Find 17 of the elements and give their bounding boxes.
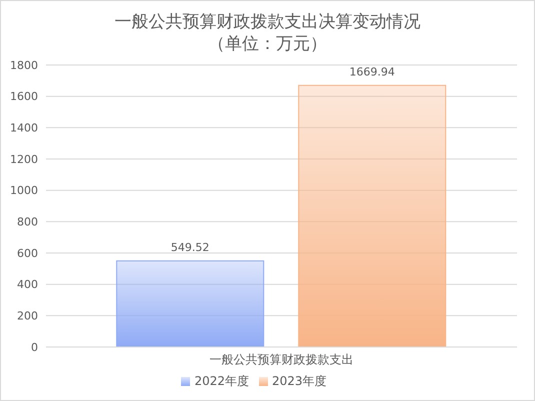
y-tick-label: 1000 bbox=[10, 184, 38, 198]
y-tick-label: 200 bbox=[17, 310, 38, 323]
y-tick-label: 1400 bbox=[10, 122, 38, 135]
legend-label: 2023年度 bbox=[272, 374, 327, 388]
y-tick-label: 0 bbox=[31, 340, 38, 354]
x-tick-label: 一般公共预算财政拨款支出 bbox=[210, 352, 354, 367]
data-label: 1669.94 bbox=[349, 65, 395, 78]
data-label: 549.52 bbox=[170, 240, 210, 254]
y-tick-label: 600 bbox=[17, 246, 38, 260]
chart-title: 一般公共预算财政拨款支出决算变动情况 bbox=[114, 11, 422, 33]
y-tick-label: 800 bbox=[17, 216, 38, 229]
y-tick-label: 400 bbox=[17, 278, 38, 292]
legend-label: 2022年度 bbox=[194, 374, 249, 388]
chart-subtitle: （单位：万元） bbox=[207, 33, 328, 55]
y-tick-label: 1200 bbox=[10, 152, 38, 166]
y-tick-label: 1800 bbox=[10, 58, 38, 72]
y-tick-label: 1600 bbox=[10, 90, 38, 104]
